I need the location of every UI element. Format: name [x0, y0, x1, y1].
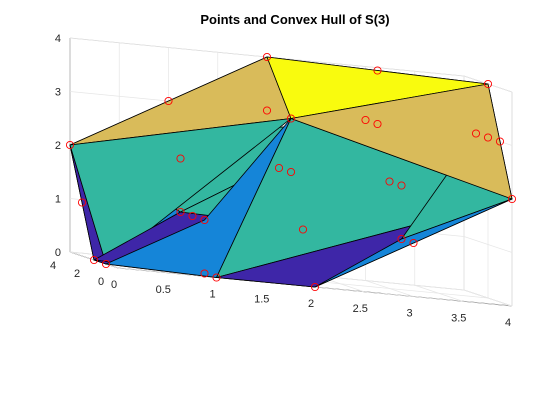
chart-title: Points and Convex Hull of S(3)	[200, 12, 389, 27]
z-tick-label: 1	[55, 194, 61, 206]
data-point-marker	[495, 137, 505, 146]
data-point-marker	[176, 207, 185, 217]
x-tick-label: 3.5	[451, 312, 466, 324]
data-point-marker	[298, 225, 308, 234]
x-tick-label: 2.5	[353, 303, 368, 315]
grid-line-z	[463, 236, 513, 253]
x-tick-label: 2	[308, 298, 314, 310]
data-point-marker	[176, 154, 185, 163]
data-point-marker	[262, 106, 272, 115]
data-point-marker	[373, 119, 382, 129]
x-tick-label: 3	[406, 308, 412, 320]
data-point-marker	[286, 114, 296, 123]
data-point-marker	[77, 198, 87, 207]
data-point-marker	[274, 163, 284, 173]
data-point-marker	[262, 52, 272, 62]
z-tick-label: 3	[55, 87, 61, 99]
data-point-marker	[101, 259, 111, 269]
hull-face	[69, 118, 292, 265]
data-point-marker	[483, 133, 493, 142]
z-tick-label: 4	[55, 33, 61, 45]
x-tick-label: 4	[505, 317, 511, 329]
data-point-marker	[89, 255, 99, 265]
x-tick-label: 0.5	[156, 284, 171, 296]
z-tick-label: 0	[55, 247, 61, 259]
data-point-marker	[188, 211, 197, 221]
data-point-marker	[164, 96, 173, 106]
data-point-marker	[397, 181, 406, 190]
hull-face	[290, 83, 513, 200]
x-tick-label: 1	[209, 289, 215, 301]
y-tick-label: 2	[74, 268, 80, 280]
x-tick-label: 1.5	[254, 293, 269, 305]
data-point-marker	[310, 282, 320, 292]
data-point-marker	[507, 194, 517, 204]
data-point-marker	[200, 269, 209, 278]
data-point-marker	[200, 215, 209, 225]
data-point-marker	[286, 167, 296, 177]
data-point-marker	[483, 79, 493, 89]
z-tick-label: 2	[55, 140, 61, 152]
hull-face	[314, 198, 513, 288]
data-point-marker	[471, 129, 481, 138]
data-point-marker	[385, 177, 394, 186]
y-tick-label: 4	[50, 260, 56, 272]
data-point-marker	[361, 115, 370, 125]
data-point-marker	[373, 66, 382, 75]
data-point-marker	[65, 140, 75, 150]
point-markers	[65, 52, 517, 292]
convex-hull-surface	[69, 56, 513, 288]
x-tick-label: 0	[111, 279, 117, 291]
grid-line-z	[463, 289, 513, 307]
data-point-marker	[397, 234, 406, 244]
y-tick-label: 0	[98, 276, 104, 288]
data-point-marker	[409, 238, 418, 248]
data-point-marker	[212, 273, 221, 282]
